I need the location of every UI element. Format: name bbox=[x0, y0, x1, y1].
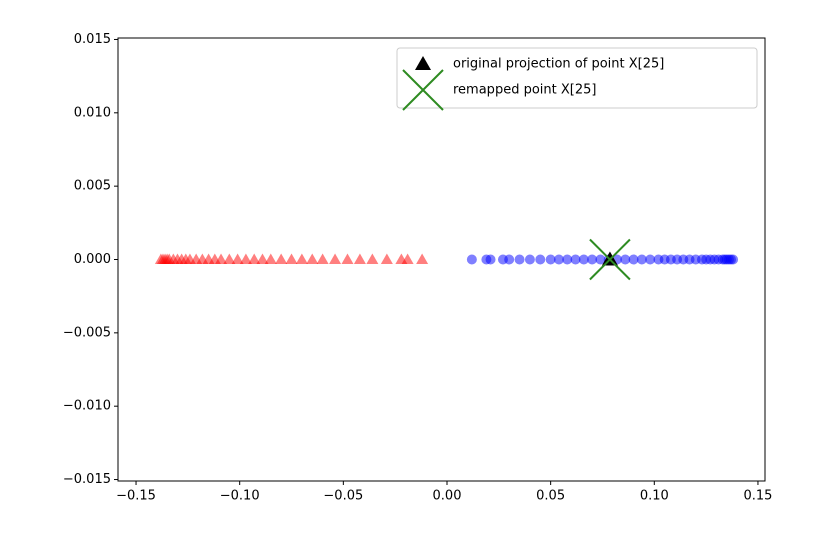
point bbox=[256, 253, 269, 264]
legend-marker bbox=[415, 56, 431, 70]
point bbox=[645, 254, 656, 265]
legend-label: original projection of point X[25] bbox=[453, 57, 664, 72]
x-tick-label: 0.15 bbox=[743, 489, 772, 504]
point bbox=[628, 254, 639, 265]
x-tick-label: −0.10 bbox=[220, 489, 260, 504]
y-tick-label: 0.000 bbox=[74, 252, 111, 267]
point bbox=[595, 254, 606, 265]
point bbox=[285, 253, 298, 264]
legend-marker bbox=[402, 69, 444, 111]
point bbox=[535, 254, 546, 265]
point bbox=[416, 253, 429, 264]
point bbox=[524, 254, 535, 265]
point bbox=[562, 254, 573, 265]
point bbox=[578, 254, 589, 265]
point bbox=[341, 253, 354, 264]
y-tick-label: −0.010 bbox=[63, 399, 111, 414]
y-tick-label: −0.005 bbox=[63, 325, 111, 340]
point bbox=[223, 253, 236, 264]
legend-box bbox=[396, 47, 758, 109]
point bbox=[231, 253, 244, 264]
point bbox=[353, 253, 366, 264]
y-tick-label: 0.010 bbox=[74, 105, 111, 120]
point bbox=[248, 253, 261, 264]
axes-frame bbox=[117, 37, 766, 482]
point bbox=[587, 254, 598, 265]
x-tick-label: −0.05 bbox=[323, 489, 363, 504]
legend: original projection of point X[25] remapp… bbox=[396, 47, 758, 111]
point bbox=[636, 254, 647, 265]
x-tick-label: −0.15 bbox=[116, 489, 156, 504]
point bbox=[570, 254, 581, 265]
point bbox=[514, 254, 525, 265]
x-tick-label: 0.00 bbox=[433, 489, 462, 504]
x-tick-label: 0.10 bbox=[640, 489, 669, 504]
point bbox=[380, 253, 393, 264]
point bbox=[728, 254, 739, 265]
x-tick-label: 0.05 bbox=[536, 489, 565, 504]
point bbox=[485, 254, 496, 265]
point bbox=[215, 253, 228, 264]
point bbox=[239, 253, 252, 264]
point bbox=[589, 238, 631, 281]
point bbox=[275, 253, 288, 264]
legend-label: remapped point X[25] bbox=[453, 83, 596, 98]
point bbox=[620, 254, 631, 265]
y-tick-label: 0.015 bbox=[74, 32, 111, 47]
point bbox=[545, 254, 556, 265]
point bbox=[316, 253, 329, 264]
point bbox=[264, 253, 277, 264]
point bbox=[329, 253, 342, 264]
y-tick-label: 0.005 bbox=[74, 179, 111, 194]
point bbox=[553, 254, 564, 265]
point bbox=[306, 253, 319, 264]
point bbox=[401, 253, 414, 264]
point bbox=[466, 254, 477, 265]
y-tick-label: −0.015 bbox=[63, 472, 111, 487]
point bbox=[504, 254, 515, 265]
point bbox=[366, 253, 379, 264]
point bbox=[295, 253, 308, 264]
